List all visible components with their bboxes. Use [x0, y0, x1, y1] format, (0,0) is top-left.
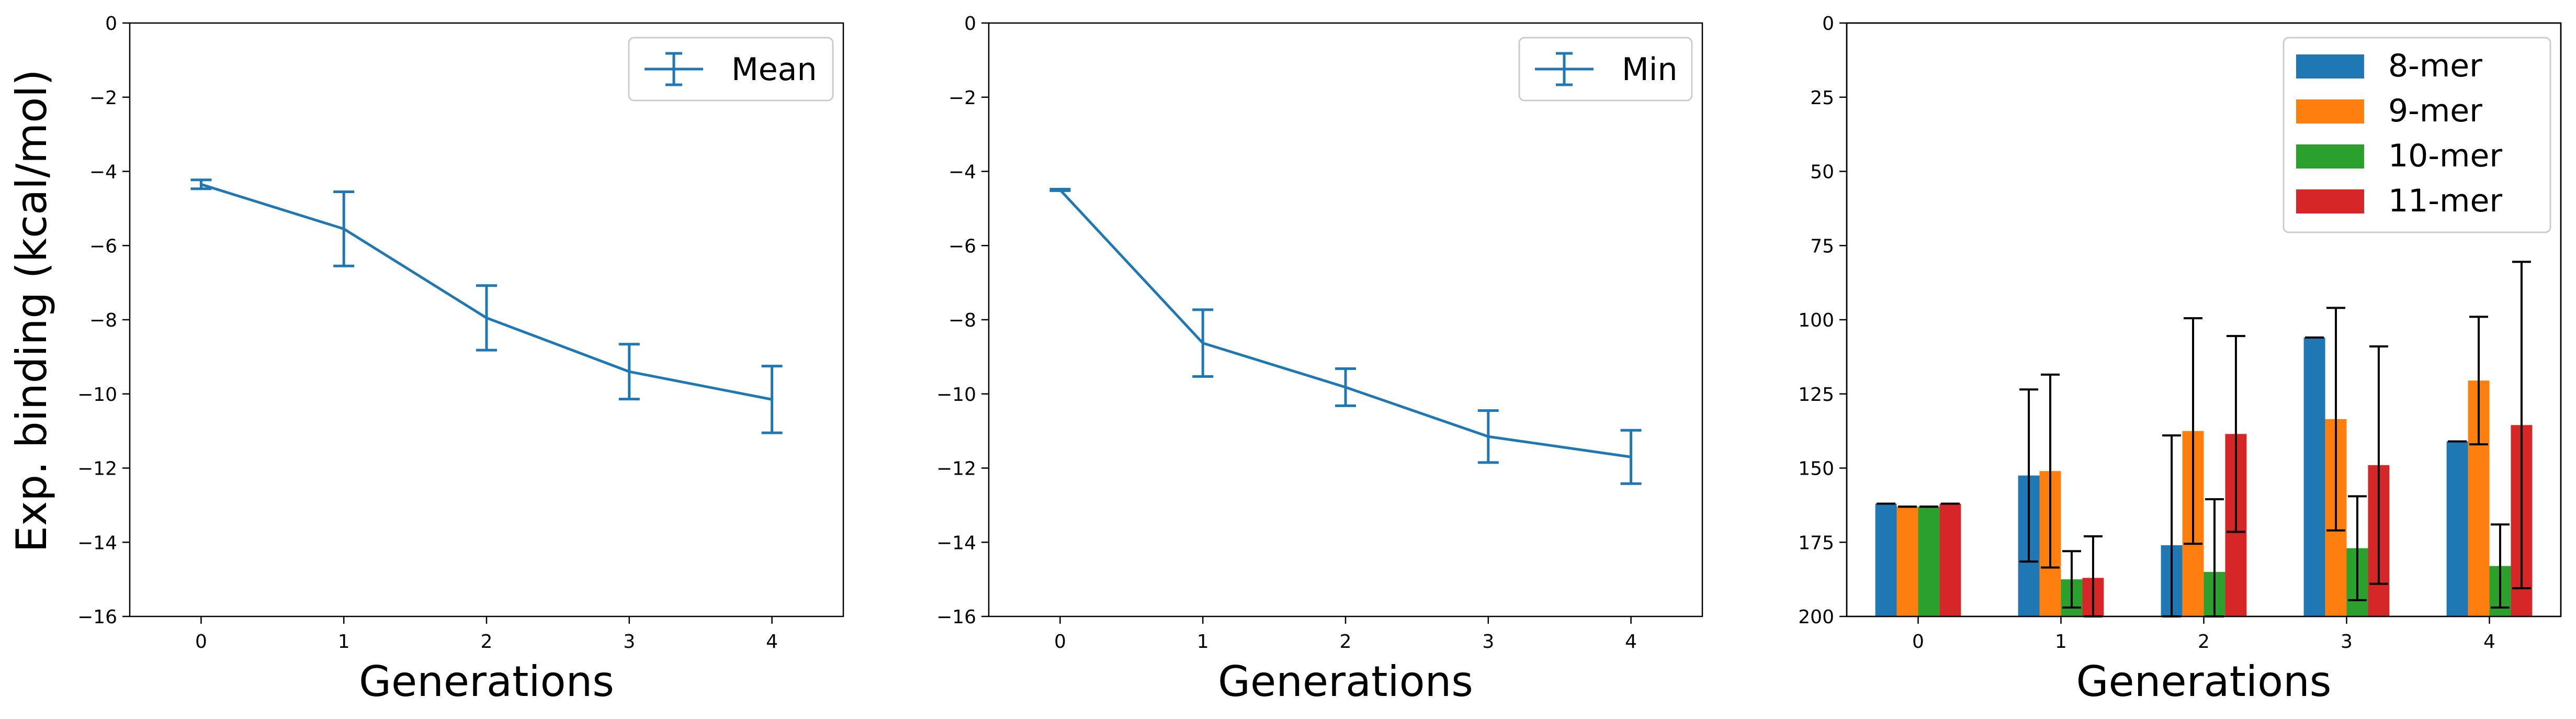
legend-swatch — [2296, 99, 2364, 123]
y-tick-label: −16 — [77, 606, 117, 628]
y-tick-label: 100 — [1798, 310, 1834, 331]
legend-label: Min — [1622, 51, 1677, 88]
shared-y-axis-label: Exp. binding (kcal/mol) — [7, 69, 56, 552]
y-tick-label: −4 — [89, 162, 117, 183]
x-tick-label: 3 — [623, 631, 635, 653]
y-tick-label: −16 — [936, 606, 976, 628]
y-tick-label: −6 — [948, 235, 976, 257]
legend-swatch — [2296, 144, 2364, 168]
y-tick-label: 150 — [1798, 458, 1834, 480]
x-tick-label: 0 — [1912, 631, 1924, 653]
legend-box — [2283, 37, 2551, 233]
x-axis-label: Generations — [1218, 657, 1473, 706]
x-tick-label: 4 — [2483, 631, 2495, 653]
y-tick-label: −10 — [936, 384, 976, 406]
x-tick-label: 0 — [1054, 631, 1066, 653]
y-tick-label: −6 — [89, 235, 117, 257]
y-tick-label: −8 — [89, 310, 117, 331]
y-tick-label: 25 — [1810, 87, 1834, 109]
legend-swatch — [2296, 54, 2364, 78]
y-tick-label: −2 — [948, 87, 976, 109]
panel-min: 0 −2 −4 −6 −8 −10 −12 −14 −16 0 1 2 3 4 Generations Min — [936, 13, 1703, 706]
legend-label: Mean — [731, 51, 817, 88]
x-tick-label: 2 — [2198, 631, 2210, 653]
y-tick-label: 200 — [1798, 606, 1834, 628]
x-tick-label: 1 — [2055, 631, 2067, 653]
panel-mean: 0 −2 −4 −6 −8 −10 −12 −14 −16 0 1 2 3 4 Generations Mea… — [77, 13, 844, 706]
bar — [1875, 503, 1897, 616]
legend-label: 11-mer — [2388, 183, 2502, 219]
x-axis-label: Generations — [2076, 657, 2332, 706]
y-tick-label: −12 — [936, 458, 976, 480]
y-tick-label: −14 — [936, 532, 976, 554]
y-tick-label: −12 — [77, 458, 117, 480]
x-tick-label: 4 — [1625, 631, 1637, 653]
x-axis-label: Generations — [359, 657, 614, 706]
x-tick-label: 3 — [2341, 631, 2353, 653]
bar — [1939, 503, 1961, 616]
y-tick-label: 0 — [964, 13, 976, 35]
y-tick-label: 0 — [1822, 13, 1834, 35]
y-tick-label: 75 — [1810, 235, 1834, 257]
legend-swatch — [2296, 189, 2364, 214]
axes-frame — [988, 22, 1703, 617]
x-tick-label: 4 — [766, 631, 778, 653]
legend-label: 8-mer — [2388, 48, 2482, 84]
x-tick-label: 3 — [1482, 631, 1494, 653]
x-tick-label: 0 — [195, 631, 207, 653]
bar — [1896, 507, 1918, 616]
y-tick-label: 0 — [105, 13, 117, 35]
legend-label: 10-mer — [2388, 138, 2502, 174]
legend-label: 9-mer — [2388, 93, 2482, 129]
y-tick-label: −2 — [89, 87, 117, 109]
bar — [2446, 441, 2468, 616]
x-tick-label: 2 — [1340, 631, 1352, 653]
y-tick-label: −8 — [948, 310, 976, 331]
bar — [2303, 338, 2325, 616]
y-tick-label: −14 — [77, 532, 117, 554]
x-tick-label: 1 — [338, 631, 350, 653]
y-tick-label: 50 — [1810, 162, 1834, 183]
y-tick-label: −4 — [948, 162, 976, 183]
series-line — [1059, 189, 1631, 458]
bar — [1918, 507, 1940, 616]
panel-kmer-bars: 0 25 50 75 100 125 150 175 200 0 1 2 3 4 Generations 8-… — [1798, 13, 2562, 706]
x-tick-label: 2 — [481, 631, 493, 653]
y-tick-label: 175 — [1798, 532, 1834, 554]
y-tick-label: −10 — [77, 384, 117, 406]
y-tick-label: 125 — [1798, 384, 1834, 406]
x-tick-label: 1 — [1197, 631, 1209, 653]
